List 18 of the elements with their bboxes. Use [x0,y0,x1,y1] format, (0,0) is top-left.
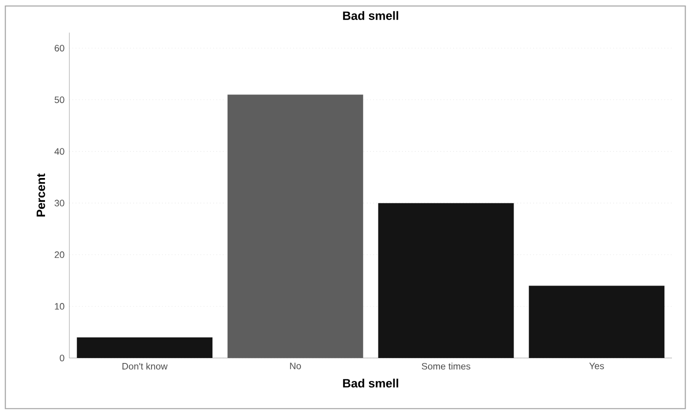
y-tick-label: 20 [54,251,64,258]
chart-title: Bad smell [343,11,398,20]
bar [228,94,364,358]
bar [528,286,664,358]
bar [378,203,514,358]
x-tick-label: Yes [589,362,604,370]
x-tick-label: Some times [422,362,470,370]
x-axis-title: Bad smell [343,378,398,388]
y-tick-label: 60 [54,44,64,52]
y-tick-label: 0 [60,354,64,362]
y-tick-label: 10 [54,303,64,310]
x-tick-label: Don't know [122,362,168,370]
y-tick-label: 40 [54,148,64,155]
bar [76,337,212,358]
x-tick-label: No [290,362,301,370]
y-axis-title: Percent [36,173,46,217]
y-tick-label: 30 [54,200,64,206]
y-tick-label: 50 [54,96,64,104]
